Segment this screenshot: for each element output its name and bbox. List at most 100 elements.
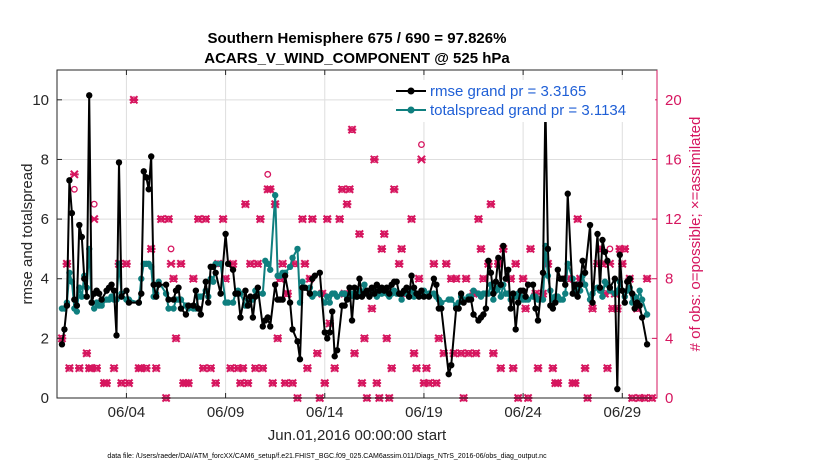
series-rmse-point: [594, 230, 601, 238]
series-rmse-point: [460, 299, 467, 306]
series-rmse-point: [418, 287, 425, 294]
series-rmse-point: [306, 290, 314, 297]
series-totalspread-point: [438, 299, 445, 306]
series-rmse-point: [604, 257, 611, 265]
obs-assimilated-marker: [377, 244, 387, 254]
series-rmse-point: [348, 317, 356, 324]
obs-assimilated-marker: [92, 363, 101, 373]
obs-assimilated-marker: [82, 348, 92, 358]
obs-assimilated-marker: [226, 363, 235, 373]
series-rmse-point: [455, 305, 462, 312]
series-totalspread-point: [78, 293, 85, 300]
series-rmse-point: [497, 281, 505, 288]
series-rmse-point: [562, 281, 569, 288]
obs-assimilated-marker: [464, 348, 473, 358]
series-rmse-point: [579, 257, 586, 265]
series-rmse-point: [229, 266, 237, 273]
obs-assimilated-marker: [489, 348, 498, 358]
series-totalspread-point: [311, 290, 319, 297]
series-rmse-point: [621, 299, 628, 306]
obs-assimilated-marker: [387, 363, 397, 373]
obs-assimilated-marker: [288, 378, 297, 388]
series-rmse-point: [539, 269, 547, 276]
series-rmse-point: [311, 272, 319, 279]
series-rmse-point: [611, 275, 619, 282]
series-rmse-point: [616, 251, 624, 259]
series-rmse-point: [321, 329, 328, 336]
obs-assimilated-marker: [303, 363, 312, 373]
series-totalspread-point: [267, 266, 274, 273]
series-rmse-point: [294, 338, 301, 345]
series-rmse-point: [73, 302, 81, 309]
obs-assimilated-marker: [280, 378, 290, 388]
obs-assimilated-marker: [456, 348, 466, 358]
obs-assimilated-marker: [511, 259, 520, 269]
obs-assimilated-marker: [434, 334, 444, 343]
series-rmse-point: [614, 385, 621, 393]
series-rmse-point: [564, 190, 571, 197]
obs-assimilated-marker: [603, 363, 612, 373]
obs-possible-marker: [606, 245, 614, 253]
series-totalspread-point: [165, 305, 172, 312]
obs-assimilated-marker: [441, 259, 451, 269]
series-rmse-point: [115, 159, 123, 166]
series-rmse-point: [502, 275, 509, 282]
obs-assimilated-marker: [394, 259, 404, 269]
series-rmse-point: [61, 326, 68, 333]
series-totalspread-point: [559, 296, 566, 303]
series-rmse-point: [279, 296, 286, 303]
obs-assimilated-marker: [412, 363, 421, 373]
series-totalspread-point: [98, 302, 105, 309]
obs-assimilated-marker: [370, 155, 379, 164]
obs-assimilated-marker: [278, 259, 287, 269]
y-axis-left: 0 2 4 6 8 10: [32, 92, 62, 407]
series-totalspread-point: [599, 293, 606, 300]
series-totalspread-point: [264, 260, 271, 268]
obs-assimilated-marker: [313, 348, 322, 358]
series-totalspread-point: [497, 293, 505, 300]
series-rmse-point: [371, 290, 378, 297]
series-rmse-point: [281, 272, 289, 279]
series-totalspread-point: [73, 308, 81, 315]
legend: rmse grand pr = 3.3165 totalspread grand…: [393, 80, 655, 122]
series-rmse-point: [237, 314, 244, 321]
series-rmse-point: [631, 305, 638, 312]
series-rmse-point: [383, 284, 390, 291]
obs-assimilated-marker: [176, 259, 186, 269]
series-rmse-point: [425, 293, 433, 300]
series-rmse-point: [549, 305, 557, 312]
y-left-tick-label: 2: [41, 330, 49, 347]
series-rmse-point: [63, 302, 71, 309]
obs-assimilated-marker: [588, 304, 597, 313]
series-rmse-point: [68, 209, 76, 217]
obs-assimilated-marker: [201, 214, 211, 224]
series-rmse-point: [140, 168, 147, 175]
obs-assimilated-marker: [171, 334, 181, 343]
series-rmse-point: [606, 284, 614, 291]
series-rmse-point: [386, 290, 393, 297]
obs-assimilated-marker: [350, 348, 359, 358]
series-rmse-point: [331, 353, 338, 360]
series-rmse-point: [212, 269, 219, 276]
y-left-tick-label: 6: [41, 211, 49, 228]
obs-assimilated-marker: [117, 378, 126, 388]
series-rmse-point: [619, 287, 626, 294]
footnote-data-file: data file: /Users/raeder/DAI/ATM_forcXX/…: [107, 453, 547, 460]
series-rmse-point: [482, 305, 490, 312]
obs-assimilated-marker: [255, 214, 265, 224]
y-right-tick-label: 12: [665, 211, 682, 228]
obs-assimilated-marker: [129, 95, 139, 105]
series-rmse-point: [410, 284, 418, 291]
series-rmse-point: [177, 305, 185, 312]
obs-assimilated-marker: [300, 259, 310, 269]
y-right-tick-label: 16: [665, 151, 682, 168]
series-rmse-point: [636, 302, 643, 309]
obs-assimilated-marker: [372, 378, 382, 388]
series-rmse-point: [316, 269, 324, 276]
x-tick-label: 06/04: [108, 404, 146, 421]
obs-assimilated-marker: [236, 378, 245, 388]
obs-assimilated-marker: [70, 170, 79, 179]
legend-box: [393, 80, 655, 122]
series-rmse-point: [170, 296, 177, 303]
